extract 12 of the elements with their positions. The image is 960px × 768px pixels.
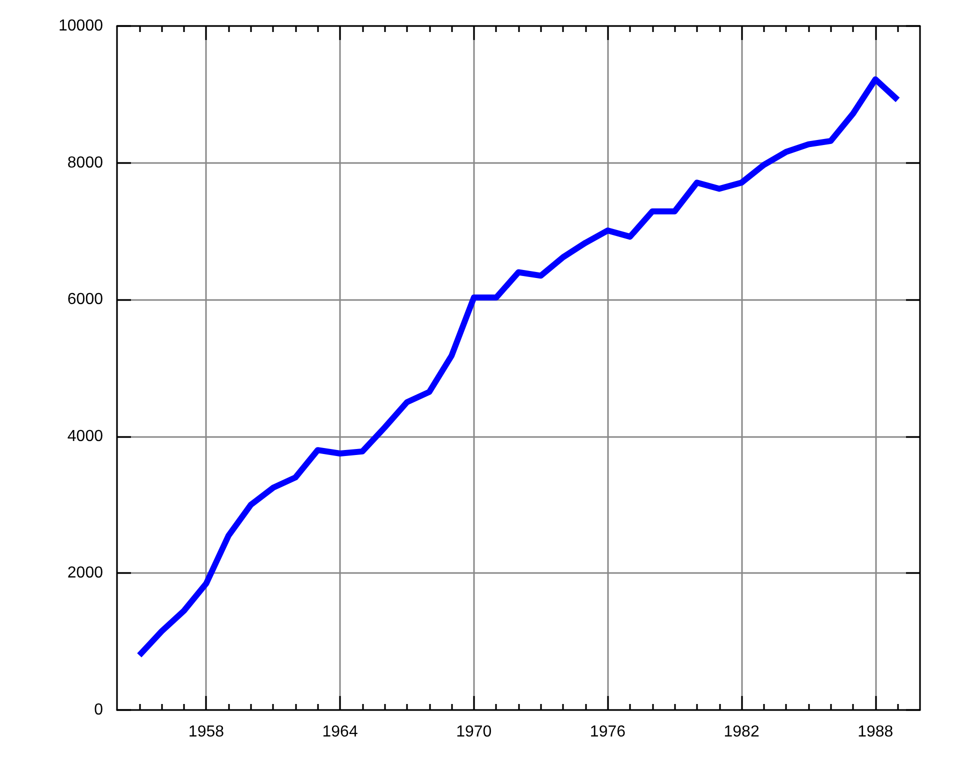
x-tick-label: 1970 bbox=[456, 724, 492, 740]
x-tick-label: 1964 bbox=[322, 724, 358, 740]
y-tick-label: 2000 bbox=[67, 564, 104, 582]
x-tick-label: 1982 bbox=[724, 724, 760, 740]
y-tick-label: 6000 bbox=[67, 291, 104, 308]
y-tick-label: 4000 bbox=[67, 428, 104, 445]
y-tick-label: 8000 bbox=[67, 154, 104, 172]
x-tick-label: 1988 bbox=[858, 724, 894, 740]
y-tick-label: 10000 bbox=[58, 18, 104, 34]
x-tick-label: 1976 bbox=[590, 724, 626, 740]
y-tick-label: 0 bbox=[94, 702, 104, 718]
x-tick-label: 1958 bbox=[188, 724, 224, 740]
